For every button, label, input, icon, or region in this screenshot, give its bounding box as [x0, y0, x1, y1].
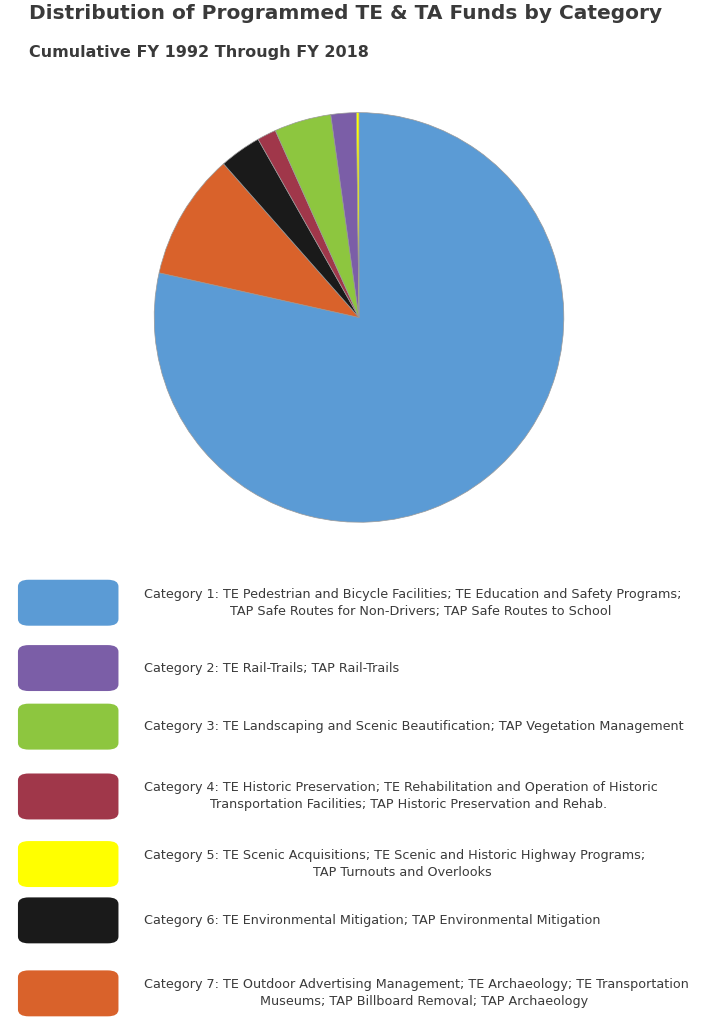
FancyBboxPatch shape — [18, 580, 118, 626]
FancyBboxPatch shape — [18, 645, 118, 691]
Text: Category 7: TE Outdoor Advertising Management; TE Archaeology; TE Transportation: Category 7: TE Outdoor Advertising Manag… — [144, 978, 689, 1009]
Text: Distribution of Programmed TE & TA Funds by Category: Distribution of Programmed TE & TA Funds… — [29, 4, 662, 23]
Text: Category 2: TE Rail-Trails; TAP Rail-Trails: Category 2: TE Rail-Trails; TAP Rail-Tra… — [144, 662, 399, 675]
Text: Category 3: TE Landscaping and Scenic Beautification; TAP Vegetation Management: Category 3: TE Landscaping and Scenic Be… — [144, 720, 684, 733]
Wedge shape — [356, 113, 359, 317]
FancyBboxPatch shape — [18, 971, 118, 1017]
Text: Category 6: TE Environmental Mitigation; TAP Environmental Mitigation: Category 6: TE Environmental Mitigation;… — [144, 913, 600, 927]
Wedge shape — [331, 113, 359, 317]
FancyBboxPatch shape — [18, 703, 118, 750]
FancyBboxPatch shape — [18, 897, 118, 943]
Text: Category 4: TE Historic Preservation; TE Rehabilitation and Operation of Histori: Category 4: TE Historic Preservation; TE… — [144, 781, 658, 811]
FancyBboxPatch shape — [18, 773, 118, 819]
Wedge shape — [275, 115, 359, 317]
Wedge shape — [223, 139, 359, 317]
Text: Category 5: TE Scenic Acquisitions; TE Scenic and Historic Highway Programs;
   : Category 5: TE Scenic Acquisitions; TE S… — [144, 849, 645, 879]
Wedge shape — [159, 164, 359, 317]
Wedge shape — [258, 130, 359, 317]
Text: Category 1: TE Pedestrian and Bicycle Facilities; TE Education and Safety Progra: Category 1: TE Pedestrian and Bicycle Fa… — [144, 588, 681, 617]
FancyBboxPatch shape — [18, 841, 118, 887]
Text: Cumulative FY 1992 Through FY 2018: Cumulative FY 1992 Through FY 2018 — [29, 44, 368, 59]
Wedge shape — [154, 113, 564, 522]
